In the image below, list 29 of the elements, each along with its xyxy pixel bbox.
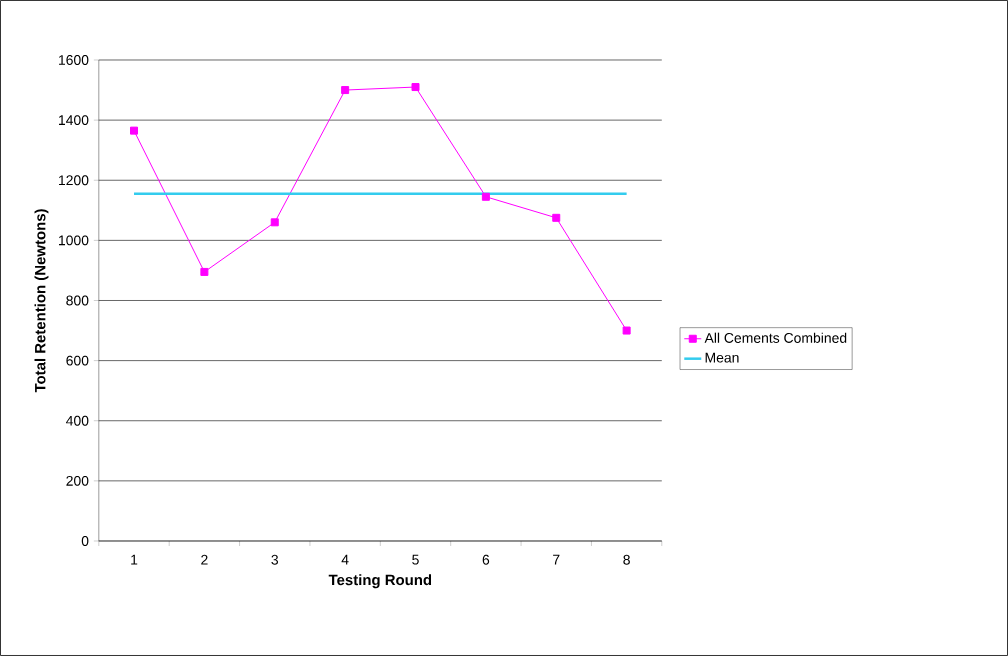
y-tick-label: 1400: [59, 115, 89, 126]
x-tick-label: 1: [131, 554, 138, 565]
y-tick-label: 1200: [59, 175, 89, 186]
x-tick-label: 7: [553, 554, 560, 565]
y-tick-label: 600: [66, 355, 89, 366]
y-axis-title: Total Retention (Newtons): [34, 209, 49, 393]
legend-label: All Cements Combined: [704, 332, 847, 343]
point: [130, 126, 139, 135]
x-tick-label: 2: [201, 554, 208, 565]
y-tick-label: 1000: [59, 235, 89, 246]
y-tick-label: 400: [66, 415, 89, 426]
point: [200, 267, 209, 276]
point: [622, 326, 631, 335]
point: [481, 192, 490, 201]
x-axis-title: Testing Round: [328, 574, 432, 589]
y-tick-label: 800: [66, 295, 89, 306]
point: [341, 86, 350, 95]
x-tick-label: 3: [271, 554, 279, 565]
point: [411, 83, 420, 92]
y-tick-label: 0: [81, 536, 89, 546]
x-tick-label: 8: [623, 554, 630, 565]
point: [552, 213, 561, 222]
x-tick-label: 6: [482, 554, 490, 565]
point: [270, 218, 279, 227]
x-tick-label: 4: [341, 554, 349, 565]
y-tick-label: 1600: [59, 55, 89, 65]
legend-label: Mean: [705, 352, 739, 363]
x-tick-label: 5: [412, 554, 419, 565]
y-tick-label: 200: [66, 475, 89, 486]
